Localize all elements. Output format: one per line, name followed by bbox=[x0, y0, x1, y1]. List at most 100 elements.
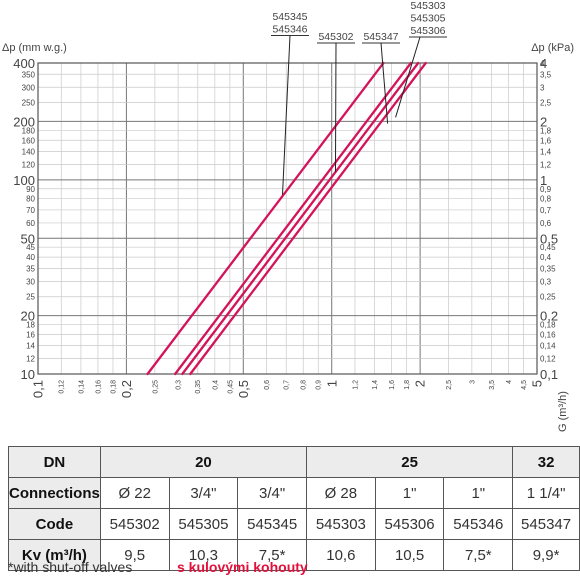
x-tick-label: 0,5 bbox=[236, 380, 251, 398]
y-tick-label: 160 bbox=[22, 136, 36, 145]
table-cell: 10,5 bbox=[374, 539, 445, 571]
x-tick-label: 1,2 bbox=[352, 380, 359, 390]
x-tick-label: 0,1 bbox=[31, 380, 46, 398]
table-header-row: DN 20 25 32 bbox=[8, 446, 580, 478]
x-tick-label: 0,7 bbox=[284, 380, 291, 390]
table-row: Kv (m³/h) 9,5 10,3 7,5* 10,6 10,5 7,5* 9… bbox=[8, 539, 580, 571]
chart-grid bbox=[37, 62, 538, 375]
y2-tick-label: 1 bbox=[540, 173, 547, 188]
y-tick-label: 30 bbox=[26, 277, 35, 286]
y-tick-label: 12 bbox=[26, 355, 35, 364]
series-label: 545303 bbox=[410, 0, 445, 12]
y-tick-label: 70 bbox=[26, 206, 35, 215]
series-label: 545346 bbox=[272, 24, 307, 36]
leader-line bbox=[395, 36, 421, 118]
y-tick-label: 120 bbox=[22, 161, 36, 170]
y2-tick-label: 0,4 bbox=[540, 253, 552, 262]
x-tick-label: 1,4 bbox=[372, 380, 379, 390]
table-cell: 9,9* bbox=[512, 539, 580, 571]
table-cell: 7,5* bbox=[237, 539, 307, 571]
x-tick-label: 0,9 bbox=[316, 380, 323, 390]
x-tick-label: 0,45 bbox=[227, 380, 234, 394]
leader-line bbox=[282, 35, 291, 195]
x-tick-label: 4,5 bbox=[521, 380, 528, 390]
row-label: Code bbox=[8, 508, 101, 540]
y2-tick-label: 1,2 bbox=[540, 161, 552, 170]
y2-tick-label: 0,8 bbox=[540, 195, 552, 204]
y2-tick-label: 0,9 bbox=[540, 185, 552, 194]
table-cell: 3/4" bbox=[237, 477, 307, 509]
table-cell: 545345 bbox=[237, 508, 307, 540]
y2-tick-label: 1,6 bbox=[540, 136, 552, 145]
y2-tick-label: 0,45 bbox=[540, 243, 556, 252]
y-tick-label: 400 bbox=[13, 56, 35, 71]
dn-header: DN bbox=[8, 446, 101, 478]
y2-tick-label: 0,35 bbox=[540, 264, 556, 273]
y-tick-label: 300 bbox=[22, 83, 36, 92]
x-tick-label: 2,5 bbox=[446, 380, 453, 390]
dn-group-header: 20 bbox=[99, 446, 308, 478]
dn-group-header: 25 bbox=[305, 446, 514, 478]
series-label: 545305 bbox=[410, 13, 445, 25]
x-tick-label: 0,6 bbox=[264, 380, 271, 390]
table-cell: Ø 28 bbox=[306, 477, 376, 509]
y2-tick-label: 0,3 bbox=[540, 277, 552, 286]
x-tick-label: 0,14 bbox=[78, 380, 85, 394]
row-label: Kv (m³/h) bbox=[8, 539, 101, 571]
x-tick-label: 0,2 bbox=[119, 380, 134, 398]
y-tick-label: 200 bbox=[13, 114, 35, 129]
x-tick-label: 0,8 bbox=[301, 380, 308, 390]
y2-tick-label: 0,25 bbox=[540, 293, 556, 302]
series-label: 545302 bbox=[318, 31, 353, 43]
row-label: Connections bbox=[8, 477, 101, 509]
y-tick-label: 350 bbox=[22, 70, 36, 79]
x-tick-label: 3 bbox=[469, 380, 476, 384]
y-tick-label: 180 bbox=[22, 126, 36, 135]
table-cell: 545347 bbox=[512, 508, 580, 540]
y2-tick-label: 1,8 bbox=[540, 126, 552, 135]
table-cell: 10,3 bbox=[168, 539, 239, 571]
x-tick-label: 0,16 bbox=[95, 380, 102, 394]
y2-tick-label: 4 bbox=[540, 59, 545, 68]
y2-tick-label: 0,12 bbox=[540, 355, 556, 364]
table-cell: 1" bbox=[443, 477, 514, 509]
table-cell: 7,5* bbox=[443, 539, 514, 571]
table-cell: 1 1/4" bbox=[512, 477, 580, 509]
series-line bbox=[181, 61, 420, 376]
right-y-axis-label: Δp (kPa) bbox=[531, 42, 574, 54]
leader-line bbox=[380, 42, 389, 124]
y2-tick-label: 0,7 bbox=[540, 206, 552, 215]
y-tick-label: 60 bbox=[26, 219, 35, 228]
x-tick-label: 0,3 bbox=[176, 380, 183, 390]
y2-tick-label: 0,18 bbox=[540, 320, 556, 329]
x-tick-label: 5 bbox=[530, 380, 545, 387]
y-tick-label: 14 bbox=[26, 342, 35, 351]
dn-group-header: 32 bbox=[512, 446, 580, 478]
y-tick-label: 18 bbox=[26, 320, 35, 329]
y-tick-label: 250 bbox=[22, 99, 36, 108]
y-tick-label: 10 bbox=[21, 367, 35, 382]
x-tick-label: 0,35 bbox=[195, 380, 202, 394]
left-y-axis-label: Δp (mm w.g.) bbox=[2, 42, 67, 54]
y2-tick-label: 4 bbox=[540, 56, 547, 71]
table-cell: 545346 bbox=[443, 508, 514, 540]
y-tick-label: 35 bbox=[26, 264, 35, 273]
x-tick-label: 1,6 bbox=[389, 380, 396, 390]
x-tick-label: 4 bbox=[506, 380, 513, 384]
table-cell: 1" bbox=[374, 477, 445, 509]
series-label: 545306 bbox=[410, 25, 445, 37]
y2-tick-label: 2,5 bbox=[540, 99, 552, 108]
footnote-local: s kulovými kohouty bbox=[177, 559, 308, 575]
y-tick-label: 25 bbox=[26, 293, 35, 302]
series-label: 545347 bbox=[363, 31, 398, 43]
series-line bbox=[189, 61, 427, 376]
leader-line bbox=[334, 42, 337, 172]
table-cell: 10,6 bbox=[306, 539, 376, 571]
x-tick-label: 0,25 bbox=[152, 380, 159, 394]
x-axis-label: G (m³/h) bbox=[557, 391, 569, 432]
table-cell: Ø 22 bbox=[99, 477, 170, 509]
y-tick-label: 100 bbox=[13, 173, 35, 188]
x-tick-labels: 0,12 0,14 0,16 0,18 0,25 0,3 0,35 0,4 0,45 0,6 0,7… bbox=[31, 380, 545, 398]
